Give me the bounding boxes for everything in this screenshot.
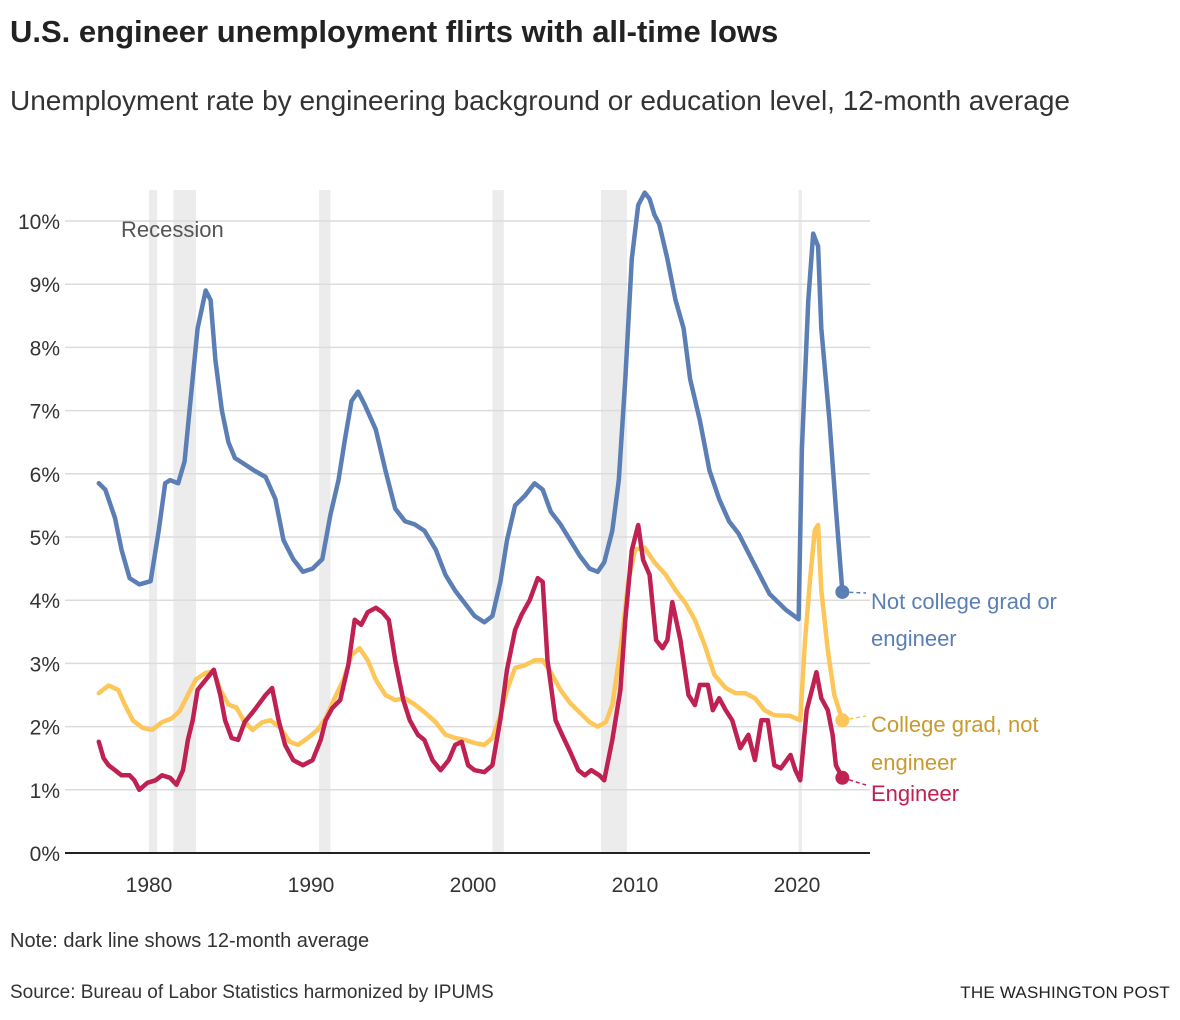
- x-axis-ticks: 1980 1990 2000 2010 2020: [126, 874, 821, 897]
- y-tick-label: 7%: [30, 401, 60, 424]
- series-line-0: [96, 190, 845, 625]
- chart-subtitle: Unemployment rate by engineering backgro…: [10, 85, 1070, 116]
- series-labels: Not college grad or engineer College grad,…: [871, 589, 1057, 806]
- y-tick-label: 5%: [30, 527, 60, 550]
- y-tick-label: 10%: [18, 211, 60, 234]
- publisher-credit: THE WASHINGTON POST: [960, 983, 1170, 1002]
- y-tick-label: 4%: [30, 590, 60, 613]
- x-tick-label: 2020: [774, 874, 821, 897]
- recession-label: Recession: [121, 217, 224, 242]
- x-tick-label: 2000: [450, 874, 497, 897]
- recession-band: [149, 190, 158, 853]
- series-line-1: [96, 522, 845, 748]
- y-tick-label: 0%: [30, 843, 60, 866]
- x-tick-label: 2010: [612, 874, 659, 897]
- series-lines: [96, 190, 867, 793]
- y-tick-label: 1%: [30, 780, 60, 803]
- chart-title: U.S. engineer unemployment flirts with a…: [10, 14, 779, 49]
- x-tick-label: 1990: [288, 874, 335, 897]
- recession-bands: [149, 190, 802, 853]
- y-axis-ticks: 0% 1% 2% 3% 4% 5% 6% 7% 8% 9% 10%: [18, 211, 60, 866]
- chart-note: Note: dark line shows 12-month average: [10, 930, 370, 952]
- line-chart: 0% 1% 2% 3% 4% 5% 6% 7% 8% 9% 10% 1980 1990 2000 2010…: [18, 190, 1057, 897]
- series-label: engineer: [871, 626, 957, 651]
- y-tick-label: 3%: [30, 653, 60, 676]
- series-line-2: [96, 522, 845, 793]
- recession-band: [319, 190, 331, 853]
- series-label: engineer: [871, 750, 957, 775]
- y-tick-label: 9%: [30, 274, 60, 297]
- series-label: Engineer: [871, 781, 959, 806]
- y-tick-label: 6%: [30, 464, 60, 487]
- recession-band: [492, 190, 504, 853]
- series-end-dot: [835, 713, 850, 728]
- series-label: Not college grad or: [871, 589, 1057, 614]
- chart-source: Source: Bureau of Labor Statistics harmo…: [10, 982, 494, 1003]
- y-tick-label: 2%: [30, 717, 60, 740]
- y-tick-label: 8%: [30, 337, 60, 360]
- series-end-dot: [835, 584, 850, 599]
- series-end-dot: [835, 770, 850, 785]
- x-tick-label: 1980: [126, 874, 173, 897]
- series-label: College grad, not: [871, 712, 1039, 737]
